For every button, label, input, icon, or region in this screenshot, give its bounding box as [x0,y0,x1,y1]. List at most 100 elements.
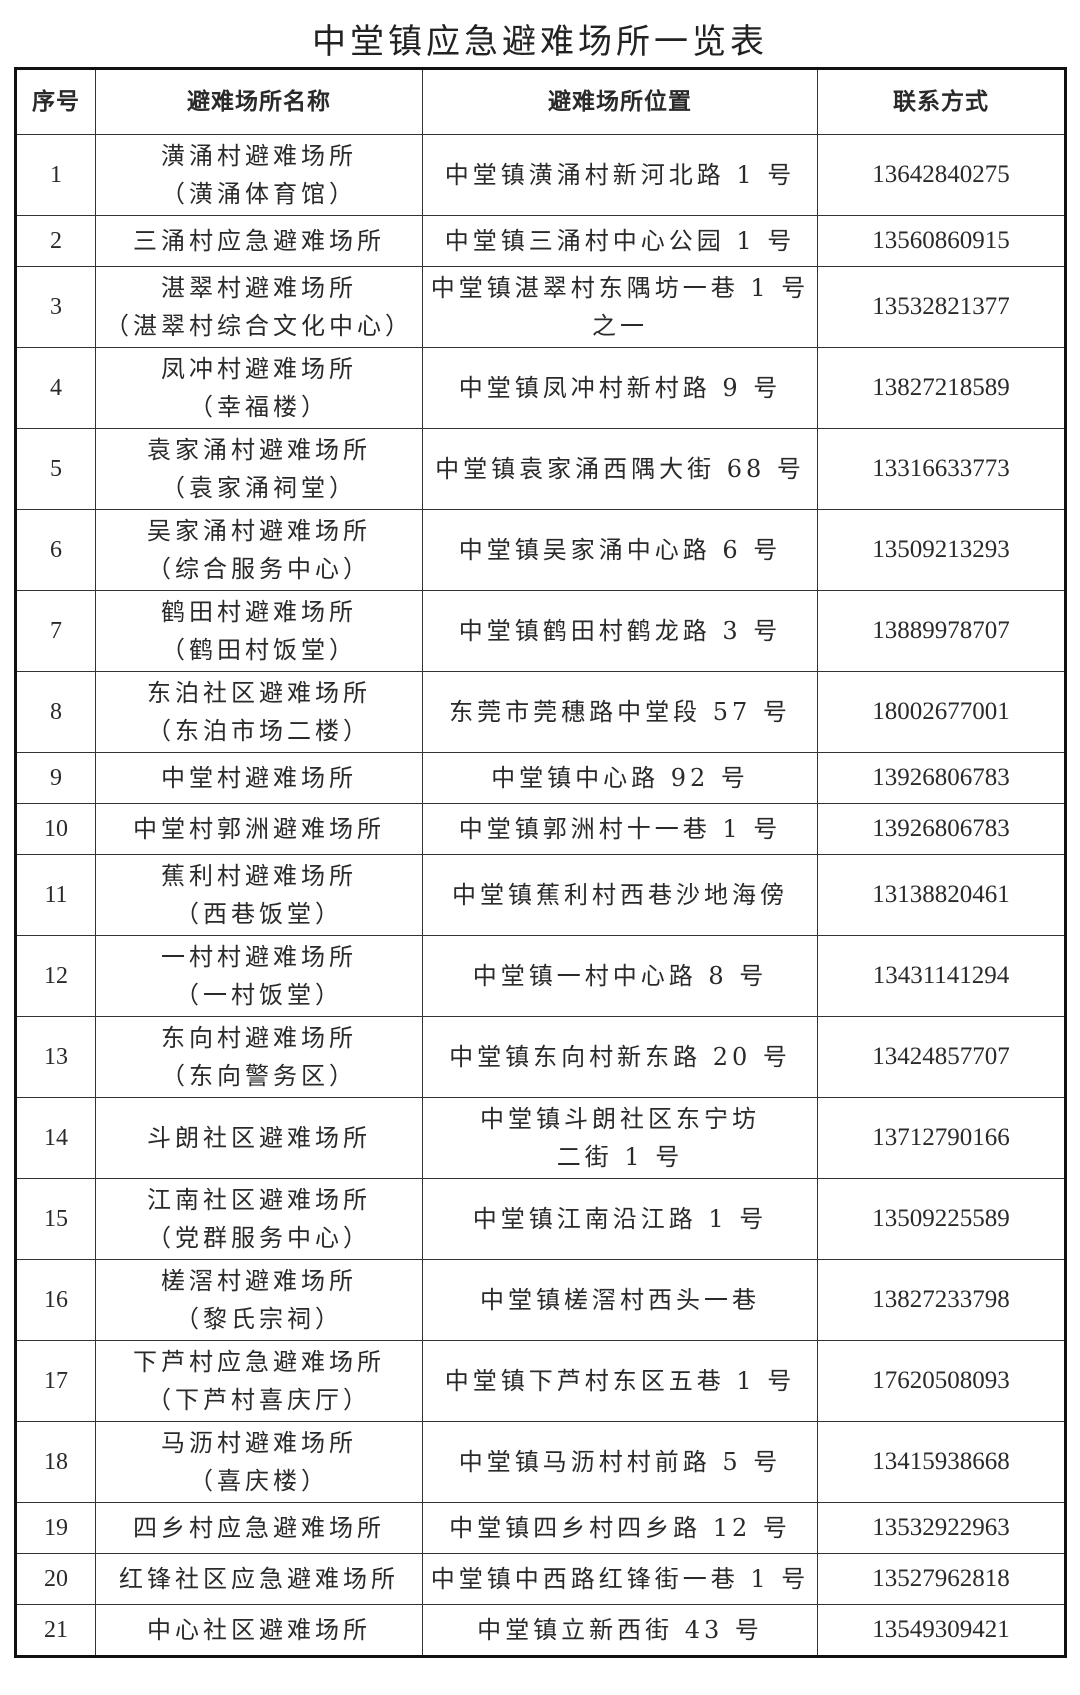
shelter-name-line: （一村饭堂） [175,981,343,1009]
contact-phone: 13549309421 [817,1604,1066,1657]
shelter-name-line: （袁家涌祠堂） [161,474,357,502]
table-row: 15 江南社区避难场所 （党群服务中心） 中堂镇江南沿江路 1 号 1350922558… [15,1178,1066,1260]
shelter-location-line: 东莞市莞穗路中堂段 57 号 [449,698,791,726]
table-header-row: 序号 避难场所名称 避难场所位置 联系方式 [15,68,1066,135]
shelter-location: 中堂镇三涌村中心公园 1 号 [422,215,818,267]
shelter-name-line: 四乡村应急避难场所 [133,1514,385,1542]
shelter-name: 槎滘村避难场所 （黎氏宗祠） [95,1259,423,1341]
shelter-location-line: 二街 1 号 [556,1143,684,1171]
contact-phone: 13316633773 [817,428,1066,510]
shelter-location-line: 中堂镇马沥村村前路 5 号 [458,1448,782,1476]
shelter-name-line: 袁家涌村避难场所 [147,436,371,464]
shelter-location: 东莞市莞穗路中堂段 57 号 [422,671,818,753]
shelter-location: 中堂镇袁家涌西隅大街 68 号 [422,428,818,510]
shelter-name-line: （湛翠村综合文化中心） [105,312,413,340]
shelter-name-line: 潢涌村避难场所 [161,142,357,170]
row-number: 4 [15,347,96,429]
table-row: 1 潢涌村避难场所 （潢涌体育馆） 中堂镇潢涌村新河北路 1 号 13642840275 [15,134,1066,216]
table-row: 17 下芦村应急避难场所 （下芦村喜庆厅） 中堂镇下芦村东区五巷 1 号 1762050… [15,1340,1066,1422]
shelter-location-line: 中堂镇江南沿江路 1 号 [472,1205,768,1233]
shelter-location: 中堂镇吴家涌中心路 6 号 [422,509,818,591]
row-number: 2 [15,215,96,267]
row-number: 15 [15,1178,96,1260]
row-number: 20 [15,1553,96,1605]
table-row: 12 一村村避难场所 （一村饭堂） 中堂镇一村中心路 8 号 13431141294 [15,935,1066,1017]
shelter-name-line: 红锋社区应急避难场所 [119,1565,399,1593]
shelter-location: 中堂镇东向村新东路 20 号 [422,1016,818,1098]
row-number: 11 [15,854,96,936]
header-name: 避难场所名称 [95,68,423,135]
table-row: 19 四乡村应急避难场所 中堂镇四乡村四乡路 12 号 13532922963 [15,1502,1066,1554]
shelter-name: 马沥村避难场所 （喜庆楼） [95,1421,423,1503]
shelter-location-line: 中堂镇蕉利村西巷沙地海傍 [452,881,788,909]
row-number: 8 [15,671,96,753]
row-number: 12 [15,935,96,1017]
contact-phone: 13532821377 [817,266,1066,348]
shelter-location: 中堂镇潢涌村新河北路 1 号 [422,134,818,216]
shelter-table: 序号 避难场所名称 避难场所位置 联系方式 1 潢涌村避难场所 （潢涌体育馆） 中堂镇… [14,67,1067,1658]
shelter-location: 中堂镇江南沿江路 1 号 [422,1178,818,1260]
shelter-location-line: 中堂镇郭洲村十一巷 1 号 [458,815,782,843]
shelter-location-line: 中堂镇潢涌村新河北路 1 号 [444,161,796,189]
shelter-location-line: 中堂镇一村中心路 8 号 [472,962,768,990]
shelter-name-line: （东泊市场二楼） [147,717,371,745]
contact-phone: 13431141294 [817,935,1066,1017]
shelter-location-line: 中堂镇鹤田村鹤龙路 3 号 [458,617,782,645]
shelter-location: 中堂镇中心路 92 号 [422,752,818,804]
shelter-location: 中堂镇下芦村东区五巷 1 号 [422,1340,818,1422]
table-row: 7 鹤田村避难场所 （鹤田村饭堂） 中堂镇鹤田村鹤龙路 3 号 13889978707 [15,590,1066,672]
shelter-name-line: （综合服务中心） [147,555,371,583]
shelter-name-line: （下芦村喜庆厅） [147,1386,371,1414]
contact-phone: 17620508093 [817,1340,1066,1422]
shelter-location-line: 之一 [592,312,648,340]
shelter-name-line: 中堂村郭洲避难场所 [133,815,385,843]
row-number: 19 [15,1502,96,1554]
shelter-location: 中堂镇一村中心路 8 号 [422,935,818,1017]
shelter-name-line: 马沥村避难场所 [161,1429,357,1457]
shelter-location-line: 中堂镇下芦村东区五巷 1 号 [444,1367,796,1395]
header-contact: 联系方式 [817,68,1066,135]
shelter-name-line: 鹤田村避难场所 [161,598,357,626]
contact-phone: 13926806783 [817,803,1066,855]
shelter-location-line: 中堂镇立新西街 43 号 [477,1616,763,1644]
row-number: 14 [15,1097,96,1179]
shelter-name-line: 下芦村应急避难场所 [133,1348,385,1376]
shelter-location: 中堂镇鹤田村鹤龙路 3 号 [422,590,818,672]
shelter-location-line: 中堂镇吴家涌中心路 6 号 [458,536,782,564]
shelter-name: 红锋社区应急避难场所 [95,1553,423,1605]
shelter-name-line: （西巷饭堂） [175,900,343,928]
shelter-name-line: （东向警务区） [161,1062,357,1090]
shelter-name-line: 凤冲村避难场所 [161,355,357,383]
shelter-name: 三涌村应急避难场所 [95,215,423,267]
shelter-name-line: 三涌村应急避难场所 [133,227,385,255]
shelter-location: 中堂镇湛翠村东隅坊一巷 1 号之一 [422,266,818,348]
contact-phone: 13827218589 [817,347,1066,429]
shelter-location: 中堂镇槎滘村西头一巷 [422,1259,818,1341]
row-number: 3 [15,266,96,348]
shelter-name-line: 东泊社区避难场所 [147,679,371,707]
table-row: 14 斗朗社区避难场所 中堂镇斗朗社区东宁坊 二街 1 号 13712790166 [15,1097,1066,1179]
table-row: 21 中心社区避难场所 中堂镇立新西街 43 号 13549309421 [15,1604,1066,1657]
row-number: 17 [15,1340,96,1422]
row-number: 1 [15,134,96,216]
contact-phone: 13889978707 [817,590,1066,672]
shelter-name-line: 中心社区避难场所 [147,1616,371,1644]
table-row: 11 蕉利村避难场所 （西巷饭堂） 中堂镇蕉利村西巷沙地海傍 13138820461 [15,854,1066,936]
shelter-name-line: （黎氏宗祠） [175,1305,343,1333]
shelter-name-line: 蕉利村避难场所 [161,862,357,890]
shelter-location-line: 中堂镇湛翠村东隅坊一巷 1 号 [430,274,810,302]
row-number: 7 [15,590,96,672]
shelter-location: 中堂镇中西路红锋街一巷 1 号 [422,1553,818,1605]
shelter-name: 斗朗社区避难场所 [95,1097,423,1179]
shelter-name: 袁家涌村避难场所 （袁家涌祠堂） [95,428,423,510]
shelter-name-line: 吴家涌村避难场所 [147,517,371,545]
shelter-name-line: 一村村避难场所 [161,943,357,971]
shelter-name-line: 中堂村避难场所 [161,764,357,792]
contact-phone: 13712790166 [817,1097,1066,1179]
shelter-location: 中堂镇蕉利村西巷沙地海傍 [422,854,818,936]
contact-phone: 13415938668 [817,1421,1066,1503]
shelter-name: 东泊社区避难场所 （东泊市场二楼） [95,671,423,753]
shelter-name-line: （党群服务中心） [147,1224,371,1252]
table-row: 20 红锋社区应急避难场所 中堂镇中西路红锋街一巷 1 号 13527962818 [15,1553,1066,1605]
shelter-location-line: 中堂镇斗朗社区东宁坊 [480,1105,760,1133]
